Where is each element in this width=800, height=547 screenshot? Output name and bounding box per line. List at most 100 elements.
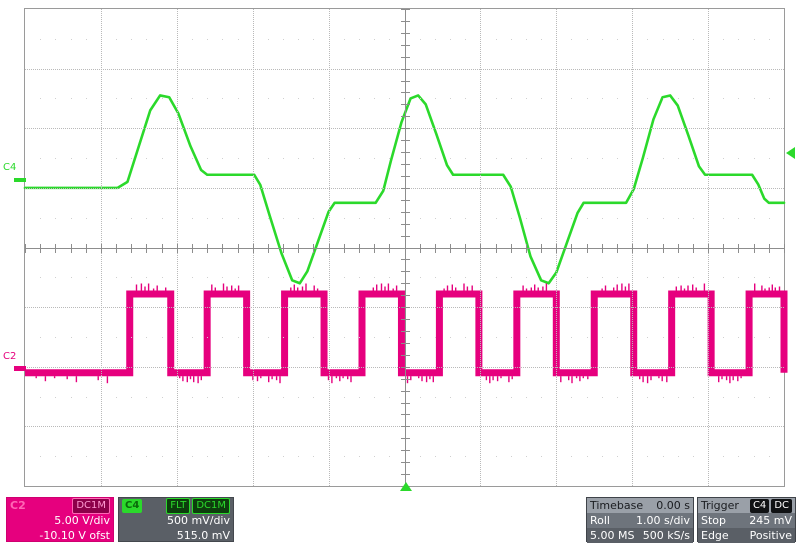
grid-minor-dot — [495, 336, 497, 338]
grid-minor-dot — [450, 217, 452, 219]
grid-minor-dot — [267, 277, 269, 279]
timebase-sample-rate[interactable]: 500 kS/s — [642, 528, 690, 542]
grid-minor-dot — [662, 98, 664, 100]
trace-noise-spike — [222, 283, 225, 291]
trace-noise-spike — [293, 284, 295, 291]
channel-panel-c2-coupling[interactable]: DC1M — [72, 497, 110, 514]
trace-noise-spike — [200, 376, 202, 381]
grid-minor-dot — [465, 38, 467, 40]
grid-minor-dot — [525, 277, 527, 279]
timebase-panel[interactable]: Timebase 0.00 s Roll 1.00 s/div 5.00 MS … — [586, 497, 694, 543]
grid-minor-dot — [434, 336, 436, 338]
grid-minor-dot — [738, 277, 740, 279]
channel-panel-c2-offset[interactable]: -10.10 V ofst — [39, 528, 110, 542]
grid-minor-dot — [161, 277, 163, 279]
grid-minor-dot — [541, 396, 543, 398]
grid-minor-dot — [389, 456, 391, 458]
trace-noise-spike — [568, 376, 570, 381]
grid-minor-dot — [298, 396, 300, 398]
grid-minor-dot — [358, 158, 360, 160]
grid-tick-horizontal — [313, 243, 315, 253]
timebase-memory[interactable]: 5.00 MS — [590, 528, 635, 542]
grid-minor-dot — [389, 277, 391, 279]
grid-tick-horizontal — [677, 243, 679, 253]
grid-tick-vertical — [400, 20, 410, 22]
trace-noise-spike — [165, 287, 167, 291]
trace-noise-spike — [463, 283, 465, 291]
trigger-position-arrow-icon[interactable] — [400, 482, 412, 491]
timebase-memory-row: 5.00 MS 500 kS/s — [587, 528, 693, 543]
grid-minor-dot — [419, 98, 421, 100]
channel-marker-c2[interactable]: C2 — [3, 352, 16, 362]
grid-minor-dot — [267, 336, 269, 338]
waveform-display-area[interactable]: C4 C2 — [0, 0, 800, 492]
trace-noise-spike — [152, 288, 155, 291]
grid-minor-dot — [131, 336, 133, 338]
trace-noise-spike — [451, 284, 453, 291]
grid-minor-dot — [358, 38, 360, 40]
trigger-level-arrow-icon[interactable] — [786, 147, 795, 159]
trigger-type[interactable]: Edge — [701, 528, 729, 542]
grid-tick-vertical — [400, 271, 410, 273]
channel-panel-c2[interactable]: C2 DC1M 5.00 V/div -10.10 V ofst — [6, 497, 114, 542]
timebase-mode[interactable]: Roll — [590, 513, 610, 527]
trace-noise-spike — [661, 376, 663, 382]
trace-noise-spike — [616, 284, 618, 291]
grid-minor-dot — [70, 336, 72, 338]
grid-minor-dot — [283, 217, 285, 219]
grid-minor-dot — [541, 456, 543, 458]
grid-minor-dot — [677, 38, 679, 40]
channel-panel-c2-voltsdiv[interactable]: 5.00 V/div — [54, 513, 110, 527]
trigger-source-badge[interactable]: C4 — [749, 498, 770, 513]
timebase-time-per-div[interactable]: 1.00 s/div — [636, 513, 690, 527]
grid-minor-dot — [723, 158, 725, 160]
trigger-coupling-badge[interactable]: DC — [771, 498, 792, 513]
channel-marker-c4[interactable]: C4 — [3, 163, 16, 173]
timebase-delay[interactable]: 0.00 s — [656, 498, 690, 512]
grid-minor-dot — [374, 396, 376, 398]
grid-minor-dot — [677, 396, 679, 398]
grid-minor-dot — [116, 456, 118, 458]
grid-tick-vertical — [400, 9, 410, 10]
trigger-state[interactable]: Stop — [701, 513, 727, 527]
grid-minor-dot — [40, 336, 42, 338]
channel-panel-c4-offset[interactable]: 515.0 mV — [176, 528, 230, 542]
grid-tick-horizontal — [358, 243, 360, 253]
grid-minor-dot — [267, 158, 269, 160]
grid-minor-dot — [753, 456, 755, 458]
grid-minor-dot — [617, 336, 619, 338]
channel-offset-handle-c4[interactable] — [14, 178, 26, 182]
trace-noise-spike — [446, 285, 449, 291]
grid-minor-dot — [161, 38, 163, 40]
channel-panel-c4-voltsdiv[interactable]: 500 mV/div — [167, 513, 230, 527]
grid-tick-horizontal — [556, 243, 558, 253]
trace-noise-spike — [764, 288, 766, 291]
graticule[interactable] — [23, 8, 788, 487]
channel-offset-handle-c2[interactable] — [14, 366, 26, 371]
grid-tick-vertical — [400, 128, 410, 130]
channel-panel-c4[interactable]: C4 FLT DC1M 500 mV/div 515.0 mV — [118, 497, 234, 542]
grid-minor-dot — [617, 456, 619, 458]
trigger-level[interactable]: 245 mV — [749, 513, 792, 527]
grid-tick-vertical — [400, 116, 410, 118]
grid-minor-dot — [374, 158, 376, 160]
channel-panel-c4-filter[interactable]: FLT — [166, 497, 191, 514]
grid-minor-dot — [161, 456, 163, 458]
grid-tick-horizontal — [131, 243, 133, 253]
trace-noise-spike — [342, 376, 344, 379]
trace-noise-spike — [372, 287, 374, 291]
trigger-panel[interactable]: Trigger C4 DC Stop 245 mV Edge Positive — [697, 497, 796, 543]
trace-noise-spike — [658, 376, 660, 379]
grid-tick-vertical — [400, 426, 410, 428]
grid-minor-dot — [601, 158, 603, 160]
trigger-slope[interactable]: Positive — [749, 528, 792, 542]
grid-minor-dot — [283, 277, 285, 279]
trace-noise-spike — [182, 376, 184, 382]
grid-tick-vertical — [400, 92, 410, 94]
grid-tick-vertical — [400, 164, 410, 166]
grid-minor-dot — [374, 336, 376, 338]
channel-panel-c4-coupling[interactable]: DC1M — [192, 497, 230, 514]
grid-minor-dot — [374, 217, 376, 219]
trace-noise-spike — [144, 286, 146, 291]
grid-tick-vertical — [400, 44, 410, 46]
